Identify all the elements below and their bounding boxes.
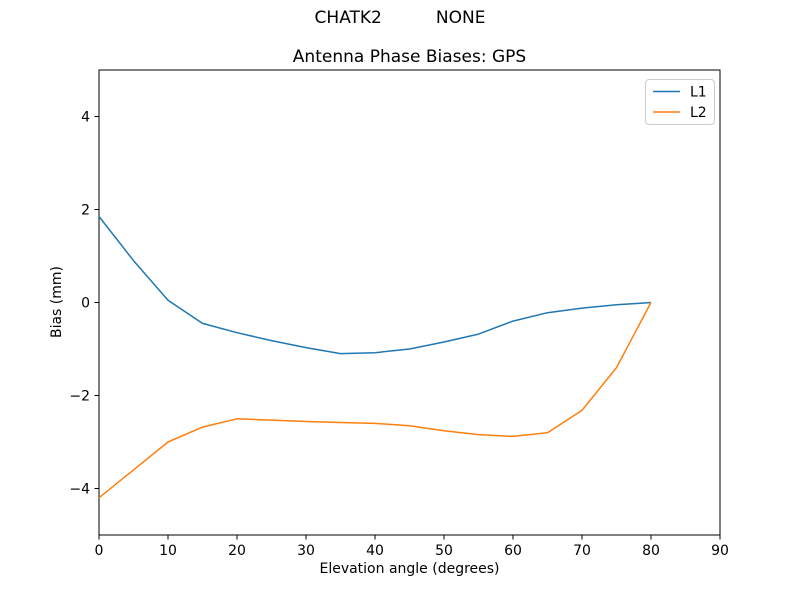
x-tick-label: 80 <box>642 543 660 559</box>
x-axis-label: Elevation angle (degrees) <box>319 561 500 577</box>
y-axis-ticks: −4 −2 0 2 4 <box>69 110 99 498</box>
x-tick-label: 60 <box>504 543 522 559</box>
x-tick-label: 90 <box>711 543 729 559</box>
series-line-l2 <box>98 302 652 499</box>
x-tick-label: 30 <box>297 543 315 559</box>
legend: L1 L2 <box>645 79 715 125</box>
x-tick-label: 40 <box>366 543 384 559</box>
x-tick-label: 70 <box>573 543 591 559</box>
y-tick-label: 0 <box>81 296 90 312</box>
series-line-l1 <box>98 216 652 355</box>
y-tick-label: −4 <box>69 482 90 498</box>
x-axis-ticks: 0 10 20 30 40 50 60 70 80 90 <box>95 535 729 559</box>
x-tick-label: 0 <box>95 543 104 559</box>
figure-title: CHATK2 NONE <box>314 8 486 28</box>
x-tick-label: 50 <box>435 543 453 559</box>
y-tick-label: 2 <box>81 203 90 219</box>
x-tick-label: 10 <box>159 543 177 559</box>
legend-label-l2: L2 <box>690 105 707 121</box>
legend-label-l1: L1 <box>690 85 707 101</box>
plot-area <box>98 69 721 536</box>
x-tick-label: 20 <box>228 543 246 559</box>
y-tick-label: −2 <box>69 389 90 405</box>
y-tick-label: 4 <box>81 110 90 126</box>
axes-title: Antenna Phase Biases: GPS <box>292 47 527 67</box>
